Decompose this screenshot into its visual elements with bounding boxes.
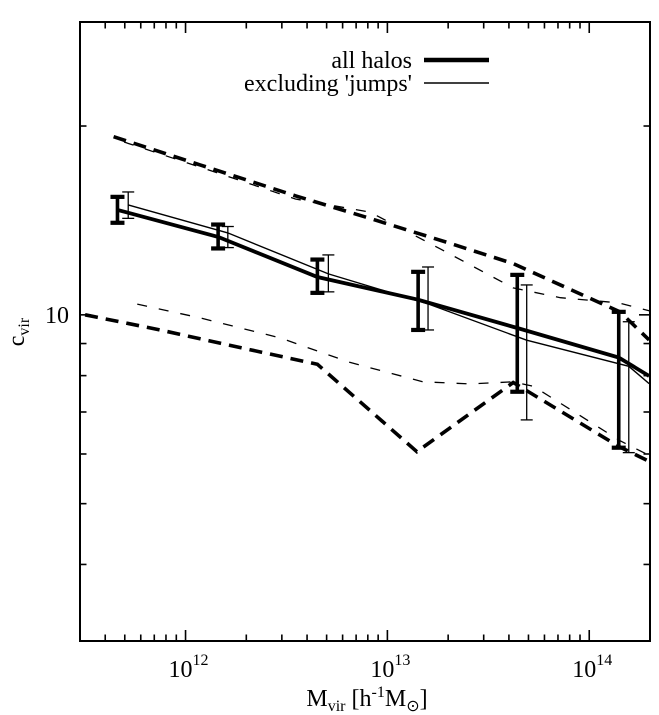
series-all-halos-lower-scatter bbox=[84, 313, 650, 464]
legend-label-excluding-jumps: excluding 'jumps' bbox=[244, 71, 412, 97]
y-axis-title: cvir bbox=[4, 317, 33, 346]
legend-label-all-halos: all halos bbox=[331, 48, 412, 74]
plot-frame bbox=[79, 21, 651, 642]
x-tick-label: 1014 bbox=[572, 652, 612, 683]
series-all-halos-upper-scatter bbox=[113, 134, 651, 342]
x-axis-title: Mvir [h-1M⊙] bbox=[306, 684, 427, 715]
x-tick-label: 1013 bbox=[370, 652, 410, 683]
y-tick-label: 10 bbox=[45, 303, 69, 329]
x-tick-label: 1012 bbox=[169, 652, 209, 683]
series-excluding-jumps-upper-scatter bbox=[113, 137, 650, 312]
